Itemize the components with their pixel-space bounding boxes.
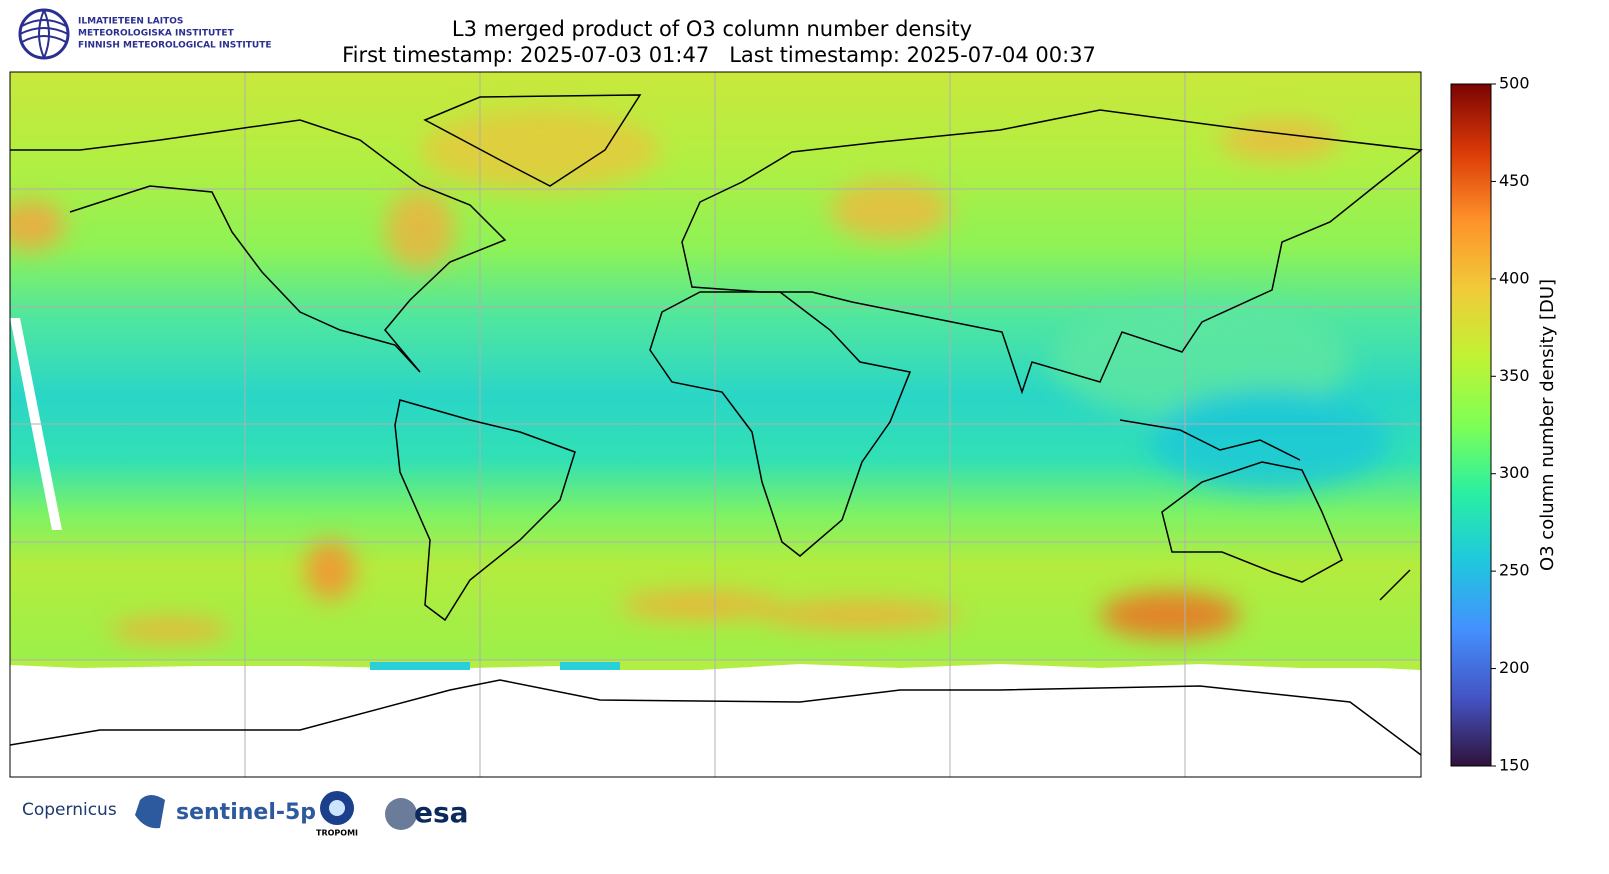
- colorbar-tick-label: 250: [1499, 561, 1530, 580]
- org-line: FINNISH METEOROLOGICAL INSTITUTE: [78, 41, 272, 51]
- colorbar-tick-label: 500: [1499, 74, 1530, 93]
- logo-text: Copernicus: [22, 800, 117, 820]
- colorbar-tick-label: 300: [1499, 463, 1530, 482]
- map: [9, 71, 1423, 778]
- colorbar-ramp: [1450, 83, 1492, 767]
- colorbar-tick-label: 200: [1499, 658, 1530, 677]
- colorbar-label: O3 column number density [DU]: [1537, 279, 1558, 571]
- colorbar: O3 column number density [DU] 150 200 250 3…: [1450, 74, 1558, 775]
- colorbar-tick-label: 150: [1499, 756, 1530, 775]
- gridlines: [10, 72, 1421, 777]
- colorbar-tick-label: 350: [1499, 366, 1530, 385]
- footer-logos: Copernicus sentinel-5p TROPOMI esa: [22, 791, 469, 838]
- logo-text: esa: [414, 796, 469, 829]
- subtitle: First timestamp: 2025-07-03 01:47 Last t…: [342, 43, 1096, 67]
- fmi-logo: ILMATIETEEN LAITOS METEOROLOGISKA INSTIT…: [18, 8, 272, 60]
- org-line: ILMATIETEEN LAITOS: [78, 17, 183, 27]
- logo-text: TROPOMI: [316, 829, 358, 838]
- coastlines: [9, 94, 1423, 756]
- title: L3 merged product of O3 column number de…: [452, 17, 972, 41]
- colorbar-tick-label: 450: [1499, 171, 1530, 190]
- org-line: METEOROLOGISKA INSTITUTET: [78, 29, 235, 39]
- logo-text: sentinel-5p: [176, 800, 316, 825]
- colorbar-tick-label: 400: [1499, 268, 1530, 287]
